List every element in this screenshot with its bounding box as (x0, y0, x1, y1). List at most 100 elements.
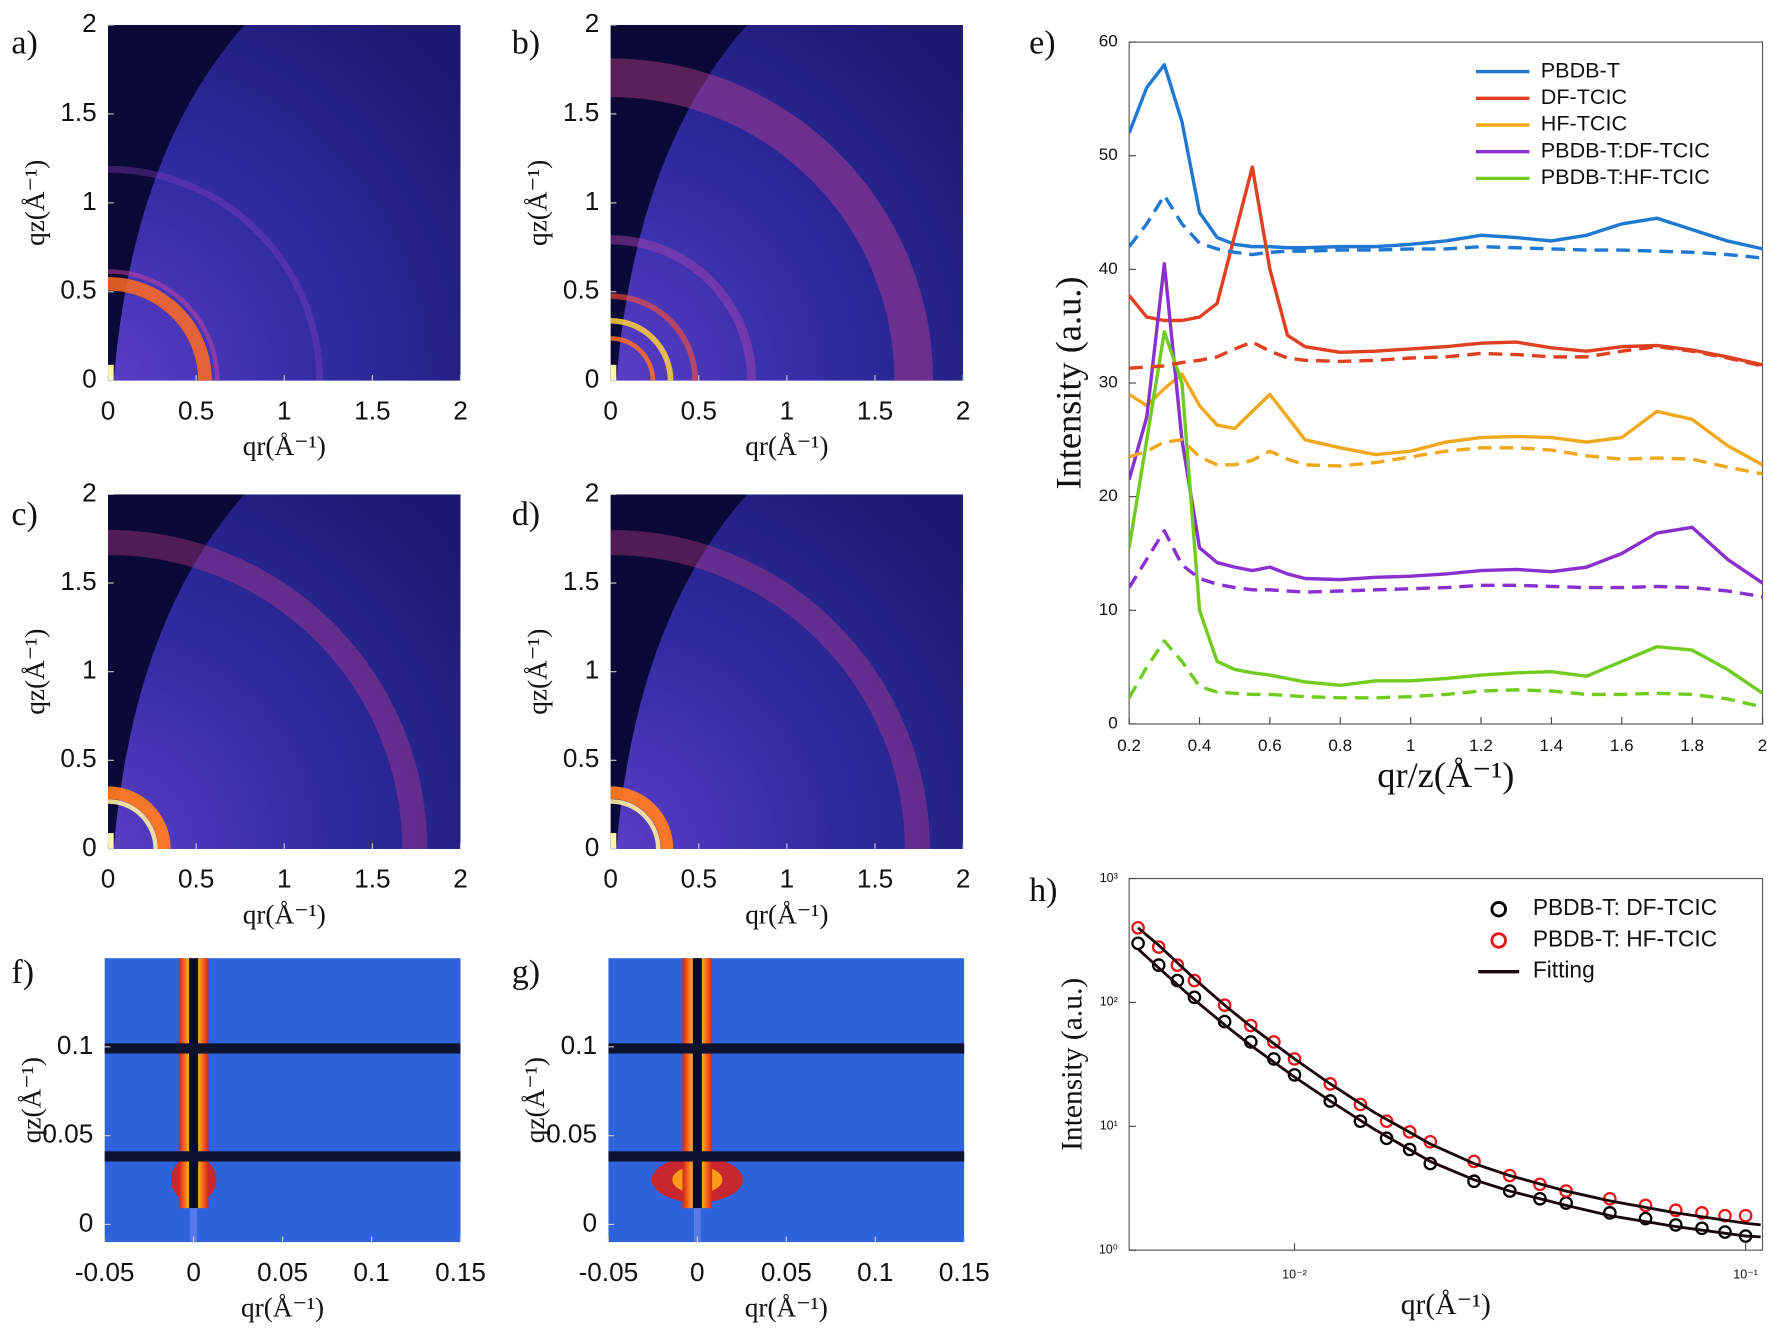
legend-label: PBDB-T:DF-TCIC (1541, 137, 1710, 162)
x-tick-label: 0 (186, 1257, 201, 1287)
x-tick-label: 2 (453, 395, 468, 425)
y-axis-label: Intensity (a.u.) (1049, 277, 1089, 490)
y-axis-label: qz(Å⁻¹) (16, 1057, 46, 1143)
y-tick-label: 1 (82, 186, 97, 216)
x-tick-label: 1 (277, 864, 292, 894)
beam-block (692, 958, 702, 1209)
data-point (1151, 940, 1166, 954)
line (1129, 330, 1763, 695)
y-tick-label: 0 (82, 832, 97, 862)
legend-label: Fitting (1533, 957, 1595, 983)
y-tick-label: 1 (82, 655, 97, 685)
data-point (1695, 1206, 1709, 1220)
y-tick-label: 0 (582, 1207, 597, 1237)
heatmap-background (104, 958, 461, 1243)
dashed-line (1129, 529, 1763, 599)
x-tick-label: 0.1 (857, 1257, 893, 1287)
heatmap-image (608, 958, 965, 1243)
data-point (1131, 921, 1145, 935)
y-tick-label: 0.05 (546, 1119, 597, 1149)
legend-label: PBDB-T:HF-TCIC (1541, 164, 1710, 189)
x-tick-label: 0.5 (178, 395, 214, 425)
data-point (1151, 958, 1166, 972)
beamstop (108, 364, 114, 381)
x-tick-label: 1.5 (857, 864, 893, 894)
y-tick-label: 0.5 (563, 275, 599, 305)
y-tick-label: 1.5 (563, 566, 599, 596)
y-tick-label: 0.5 (60, 275, 96, 305)
detector-gap (104, 1043, 461, 1054)
line (1129, 63, 1763, 251)
y-tick-label: 0.5 (563, 743, 599, 773)
beamstop (610, 833, 617, 849)
x-tick-label: 0 (690, 1257, 705, 1287)
x-tick-label: 1 (277, 395, 292, 425)
y-tick-label: 10³ (1100, 871, 1118, 885)
x-axis-label: qr/z(Å⁻¹) (1377, 755, 1514, 795)
data-point (1502, 1168, 1517, 1183)
y-tick-label: 1 (585, 655, 600, 685)
x-tick-label: -0.05 (75, 1257, 135, 1287)
beamstop (108, 833, 114, 849)
x-tick-label: 1.4 (1540, 736, 1564, 755)
beam-block (189, 958, 199, 1209)
panel-label: d) (512, 496, 540, 533)
x-tick-label: 0.15 (435, 1257, 486, 1287)
legend-label: PBDB-T (1541, 57, 1620, 82)
legend-label: PBDB-T: DF-TCIC (1533, 894, 1717, 920)
plot-frame (1128, 877, 1764, 1251)
beam-center (693, 1208, 701, 1243)
scattering-ring (610, 293, 699, 381)
y-tick-label: 0 (1108, 713, 1117, 732)
panel: c) 0 0.5 1 1.5 2 0 0.5 1 1.5 2 qr(Å⁻¹) qz(Å⁻¹) (11, 477, 467, 929)
scattering-ring (610, 336, 656, 381)
data-point (1353, 1097, 1368, 1112)
dashed-line (1129, 193, 1763, 260)
y-axis-label: Intensity (a.u.) (1056, 978, 1088, 1151)
heatmap-image (108, 494, 461, 849)
y-tick-label: 0.05 (42, 1119, 93, 1149)
y-tick-label: 2 (585, 477, 600, 507)
panel: e) PBDB-TDF-TCICHF-TCICPBDB-T:DF-TCICPBDB… (1029, 24, 1767, 795)
x-tick-label: 0 (603, 395, 618, 425)
y-tick-label: 1.5 (60, 566, 96, 596)
y-tick-label: 10² (1100, 995, 1118, 1009)
panel: g) -0.05 0 0.05 0.1 0.15 0 0.05 0.1 qr(Å⁻¹) qz(Å⁻¹… (512, 954, 990, 1323)
data-point (1287, 1052, 1302, 1066)
heatmap-image (104, 958, 461, 1243)
x-tick-label: 0.05 (761, 1257, 812, 1287)
x-tick-label: 1 (1406, 736, 1415, 755)
data-point (1323, 1094, 1338, 1108)
y-tick-label: 10 (1099, 600, 1118, 619)
x-axis-label: qr(Å⁻¹) (745, 1293, 828, 1323)
y-tick-label: 60 (1099, 32, 1118, 51)
y-tick-label: 20 (1099, 486, 1118, 505)
x-tick-label: 0 (101, 864, 116, 894)
x-tick-label: 1.2 (1469, 736, 1493, 755)
dashed-line (1129, 639, 1763, 709)
x-axis-label: qr(Å⁻¹) (241, 1293, 324, 1323)
marks (1131, 921, 1761, 1243)
y-axis-label: qz(Å⁻¹) (20, 160, 50, 246)
y-tick-label: 0.1 (561, 1030, 597, 1060)
x-tick-label: 1.8 (1680, 736, 1704, 755)
data-point (1738, 1208, 1753, 1223)
legend-swatch (1490, 900, 1507, 918)
beam-center (190, 1208, 198, 1243)
x-tick-label: 0.4 (1188, 736, 1212, 755)
data-point (1187, 990, 1202, 1005)
detector-gap (608, 1151, 965, 1162)
x-tick-label: 2 (956, 395, 971, 425)
data-point (1402, 1125, 1417, 1139)
x-tick-label: 1.6 (1610, 736, 1634, 755)
y-tick-label: 40 (1099, 259, 1118, 278)
y-axis-label: qz(Å⁻¹) (522, 629, 552, 715)
y-tick-label: 1.5 (563, 97, 599, 127)
y-axis-label: qz(Å⁻¹) (520, 1057, 550, 1143)
heatmap-image (610, 494, 964, 849)
x-axis-label: qr(Å⁻¹) (745, 431, 828, 461)
y-tick-label: 0 (79, 1207, 94, 1237)
dashed-line (1129, 340, 1763, 370)
detector-shadow (108, 25, 245, 381)
